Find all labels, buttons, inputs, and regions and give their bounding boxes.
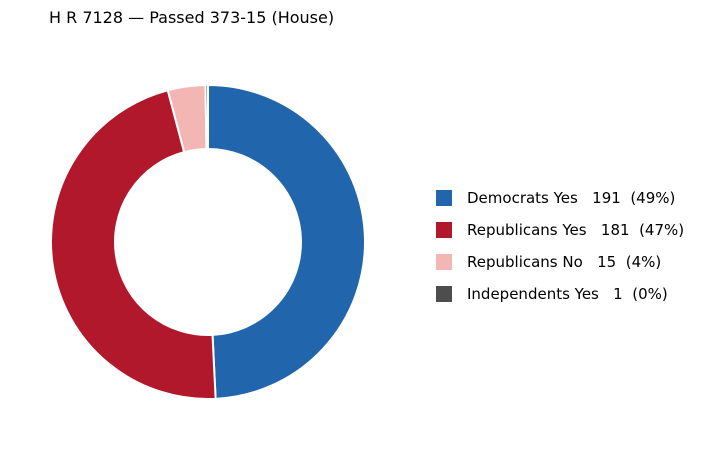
legend-label: Democrats Yes 191 (49%) — [467, 189, 676, 207]
legend-item-republicans-yes: Republicans Yes 181 (47%) — [436, 214, 684, 246]
donut-slice-democrats-yes — [207, 83, 366, 400]
legend-label: Republicans No 15 (4%) — [467, 253, 662, 271]
legend: Democrats Yes 191 (49%) Republicans Yes … — [436, 182, 684, 310]
chart-title: H R 7128 — Passed 373-15 (House) — [49, 8, 335, 27]
legend-item-independents-yes: Independents Yes 1 (0%) — [436, 278, 684, 310]
legend-label: Republicans Yes 181 (47%) — [467, 221, 685, 239]
donut-slice-independents-yes — [204, 83, 209, 151]
legend-swatch — [436, 222, 452, 238]
legend-label: Independents Yes 1 (0%) — [467, 285, 668, 303]
legend-swatch — [436, 254, 452, 270]
legend-swatch — [436, 286, 452, 302]
donut-slice-republicans-yes — [50, 89, 217, 400]
legend-swatch — [436, 190, 452, 206]
legend-item-republicans-no: Republicans No 15 (4%) — [436, 246, 684, 278]
legend-item-democrats-yes: Democrats Yes 191 (49%) — [436, 182, 684, 214]
